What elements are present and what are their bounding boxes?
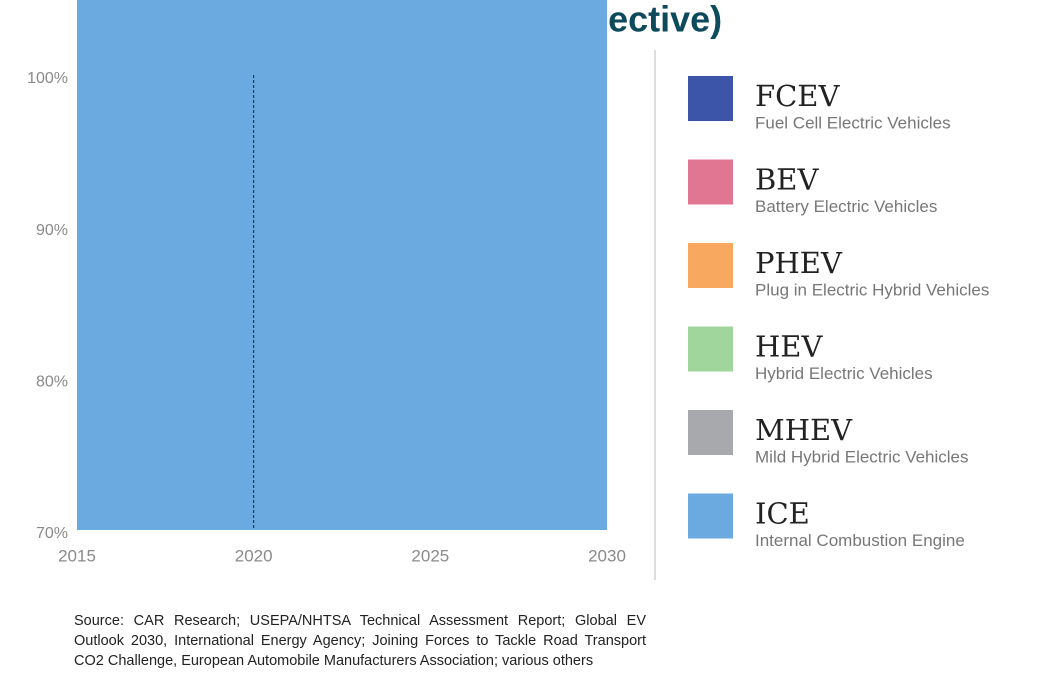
- legend-description: Hybrid Electric Vehicles: [755, 364, 933, 383]
- legend-description: Internal Combustion Engine: [755, 531, 965, 550]
- legend-swatch: [688, 76, 733, 121]
- area: [77, 0, 607, 530]
- y-tick-label: 90%: [36, 222, 68, 239]
- legend-description: Fuel Cell Electric Vehicles: [755, 113, 951, 132]
- chart: Growth of vehicle types (prospective) 70…: [27, 0, 989, 580]
- legend-label: MHEV: [755, 413, 853, 447]
- legend-description: Mild Hybrid Electric Vehicles: [755, 447, 969, 466]
- legend-label: BEV: [755, 163, 819, 197]
- legend-label: HEV: [755, 330, 823, 364]
- legend-label: PHEV: [755, 246, 843, 280]
- x-tick-label: 2030: [588, 546, 626, 565]
- legend-swatch: [688, 493, 733, 539]
- legend-description: Plug in Electric Hybrid Vehicles: [755, 280, 989, 299]
- legend-swatch: [688, 159, 733, 205]
- y-tick-label: 70%: [36, 525, 68, 542]
- x-tick-label: 2025: [411, 546, 449, 565]
- source-note: Source: CAR Research; USEPA/NHTSA Techni…: [74, 613, 646, 669]
- legend-description: Battery Electric Vehicles: [755, 197, 937, 216]
- legend-swatch: [688, 243, 733, 288]
- x-tick-label: 2020: [235, 546, 273, 565]
- legend-swatch: [688, 326, 733, 372]
- legend-swatch: [688, 410, 733, 455]
- y-tick-label: 100%: [27, 70, 68, 87]
- x-tick-label: 2015: [58, 546, 96, 565]
- y-tick-label: 80%: [36, 374, 68, 391]
- legend-label: FCEV: [755, 79, 840, 113]
- legend-label: ICE: [755, 497, 810, 531]
